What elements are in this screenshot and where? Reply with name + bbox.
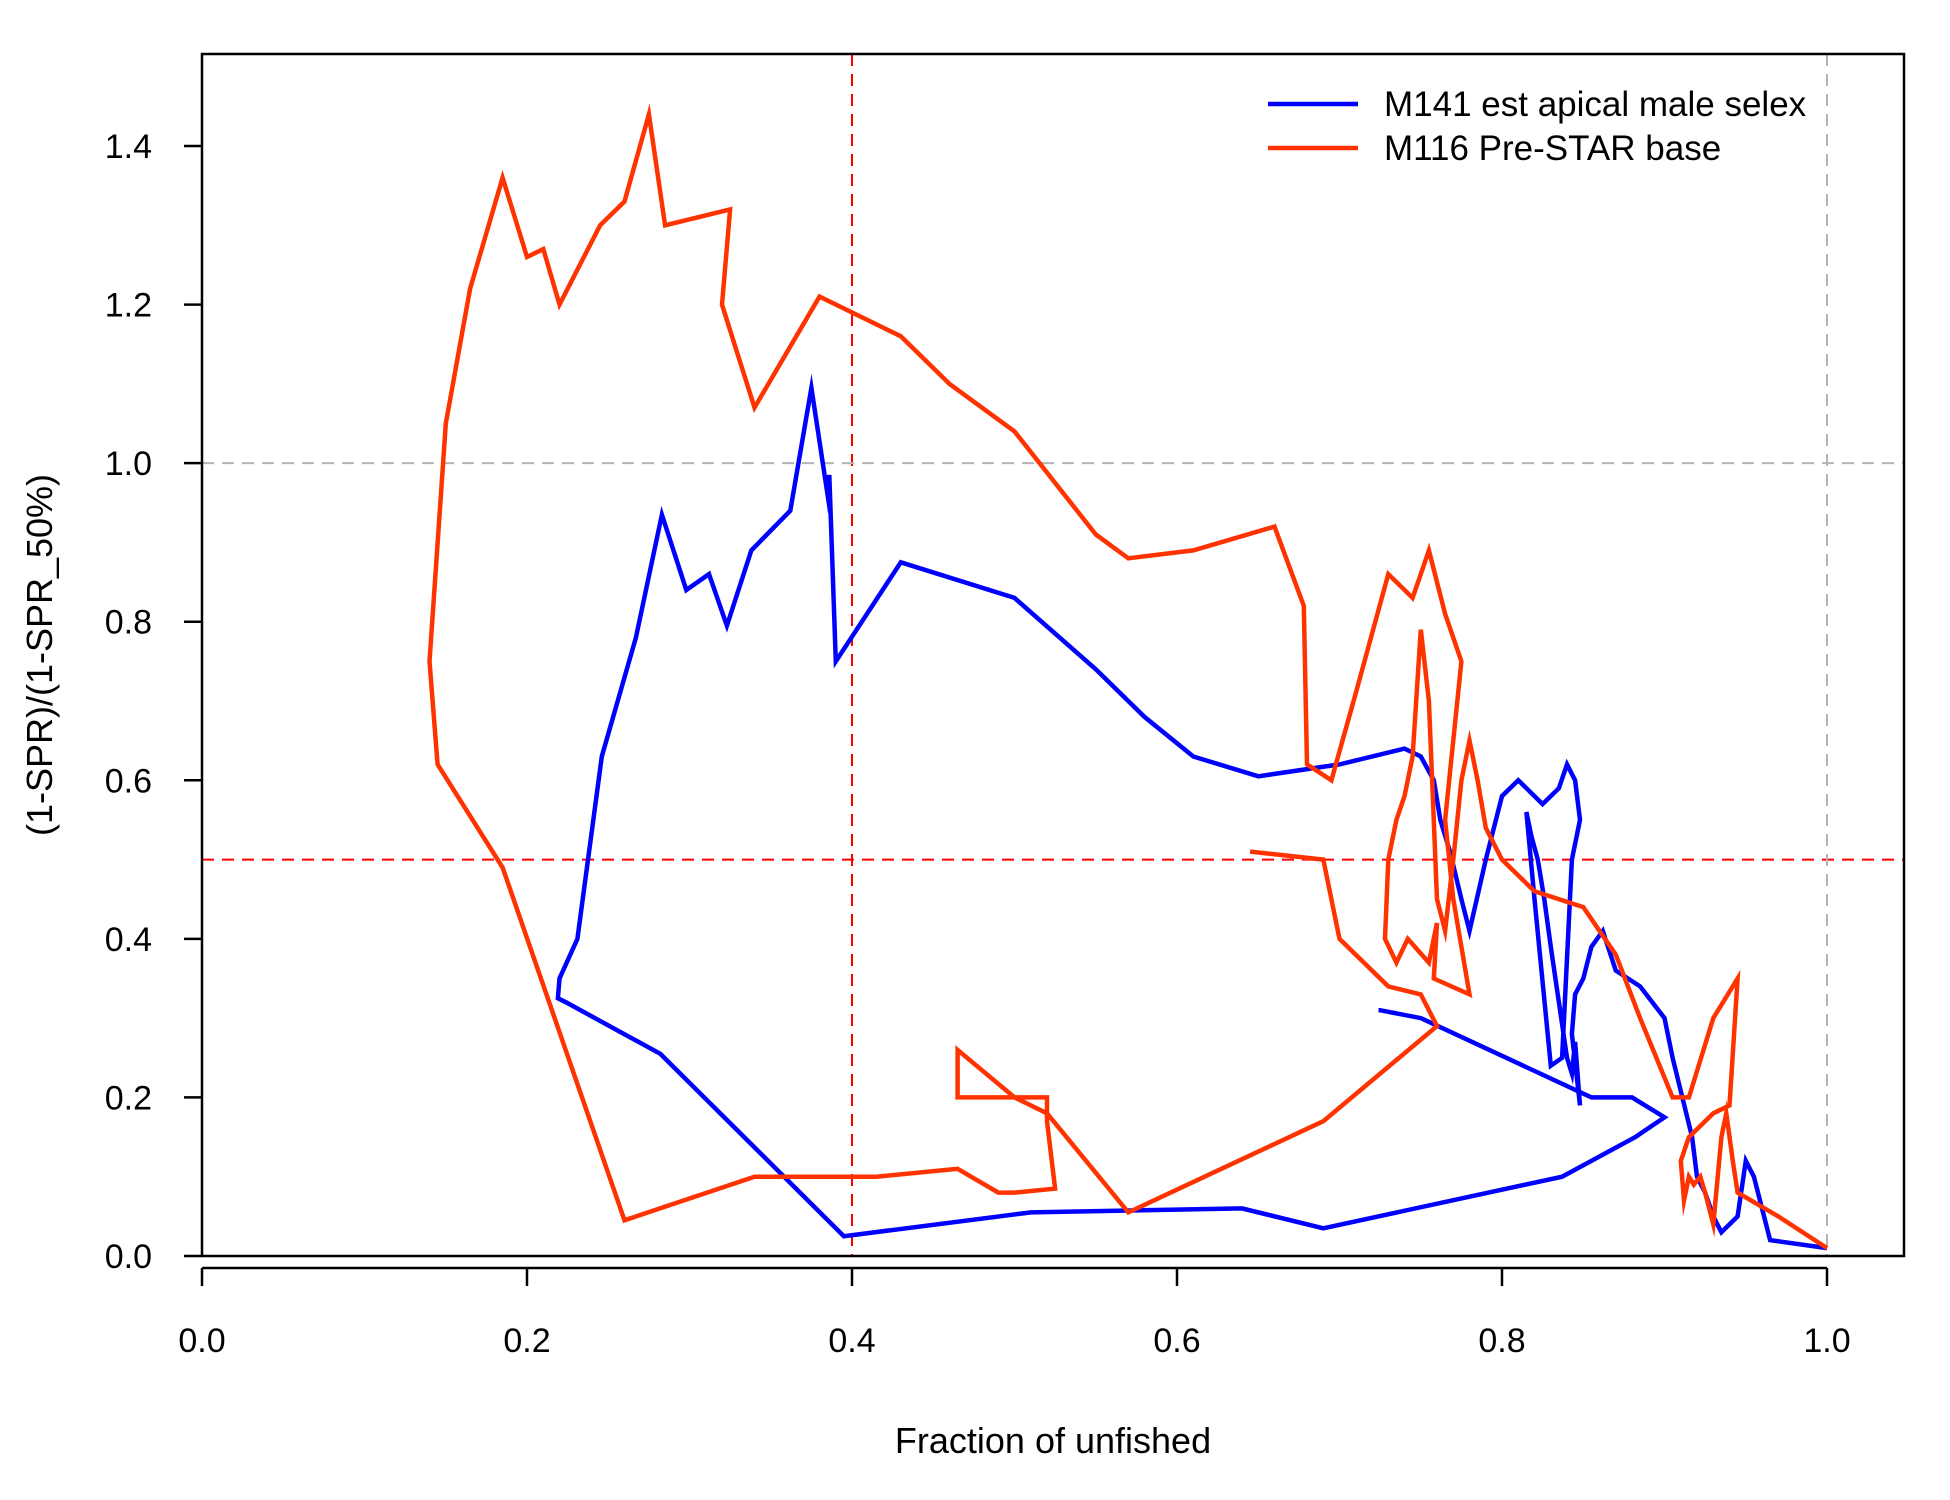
x-tick-label: 0.2 — [503, 1322, 550, 1360]
x-tick-label: 0.8 — [1478, 1322, 1525, 1360]
y-tick-label: 0.4 — [105, 921, 152, 959]
plot-frame — [200, 52, 1906, 1258]
legend-label-1: M141 est apical male selex — [1384, 85, 1807, 124]
x-axis: 0.0 0.2 0.4 0.6 0.8 1.0 — [178, 1266, 1851, 1360]
y-tick-label: 0.6 — [105, 762, 152, 800]
legend: M141 est apical male selex M116 Pre-STAR … — [1268, 85, 1807, 168]
x-tick-label: 0.6 — [1153, 1322, 1200, 1360]
y-tick-label: 1.0 — [105, 445, 152, 483]
x-tick-label: 1.0 — [1803, 1322, 1850, 1360]
y-axis: 0.0 0.2 0.4 0.6 0.8 1.0 1.2 1.4 — [105, 128, 202, 1276]
x-tick-label: 0.0 — [178, 1322, 225, 1360]
reference-lines — [202, 54, 1904, 1256]
series-layer — [427, 103, 1829, 1251]
y-tick-label: 0.0 — [105, 1238, 152, 1276]
x-tick-label: 0.4 — [828, 1322, 875, 1360]
y-tick-label: 1.2 — [105, 287, 152, 325]
x-axis-title: Fraction of unfished — [895, 1420, 1211, 1461]
series-line-2 — [427, 103, 1829, 1250]
y-tick-label: 0.8 — [105, 604, 152, 642]
y-axis-title: (1-SPR)/(1-SPR_50%) — [19, 474, 60, 836]
y-tick-label: 1.4 — [105, 128, 152, 166]
y-tick-label: 0.2 — [105, 1079, 152, 1117]
series-line-1 — [555, 373, 1828, 1251]
legend-label-2: M116 Pre-STAR base — [1384, 129, 1721, 168]
